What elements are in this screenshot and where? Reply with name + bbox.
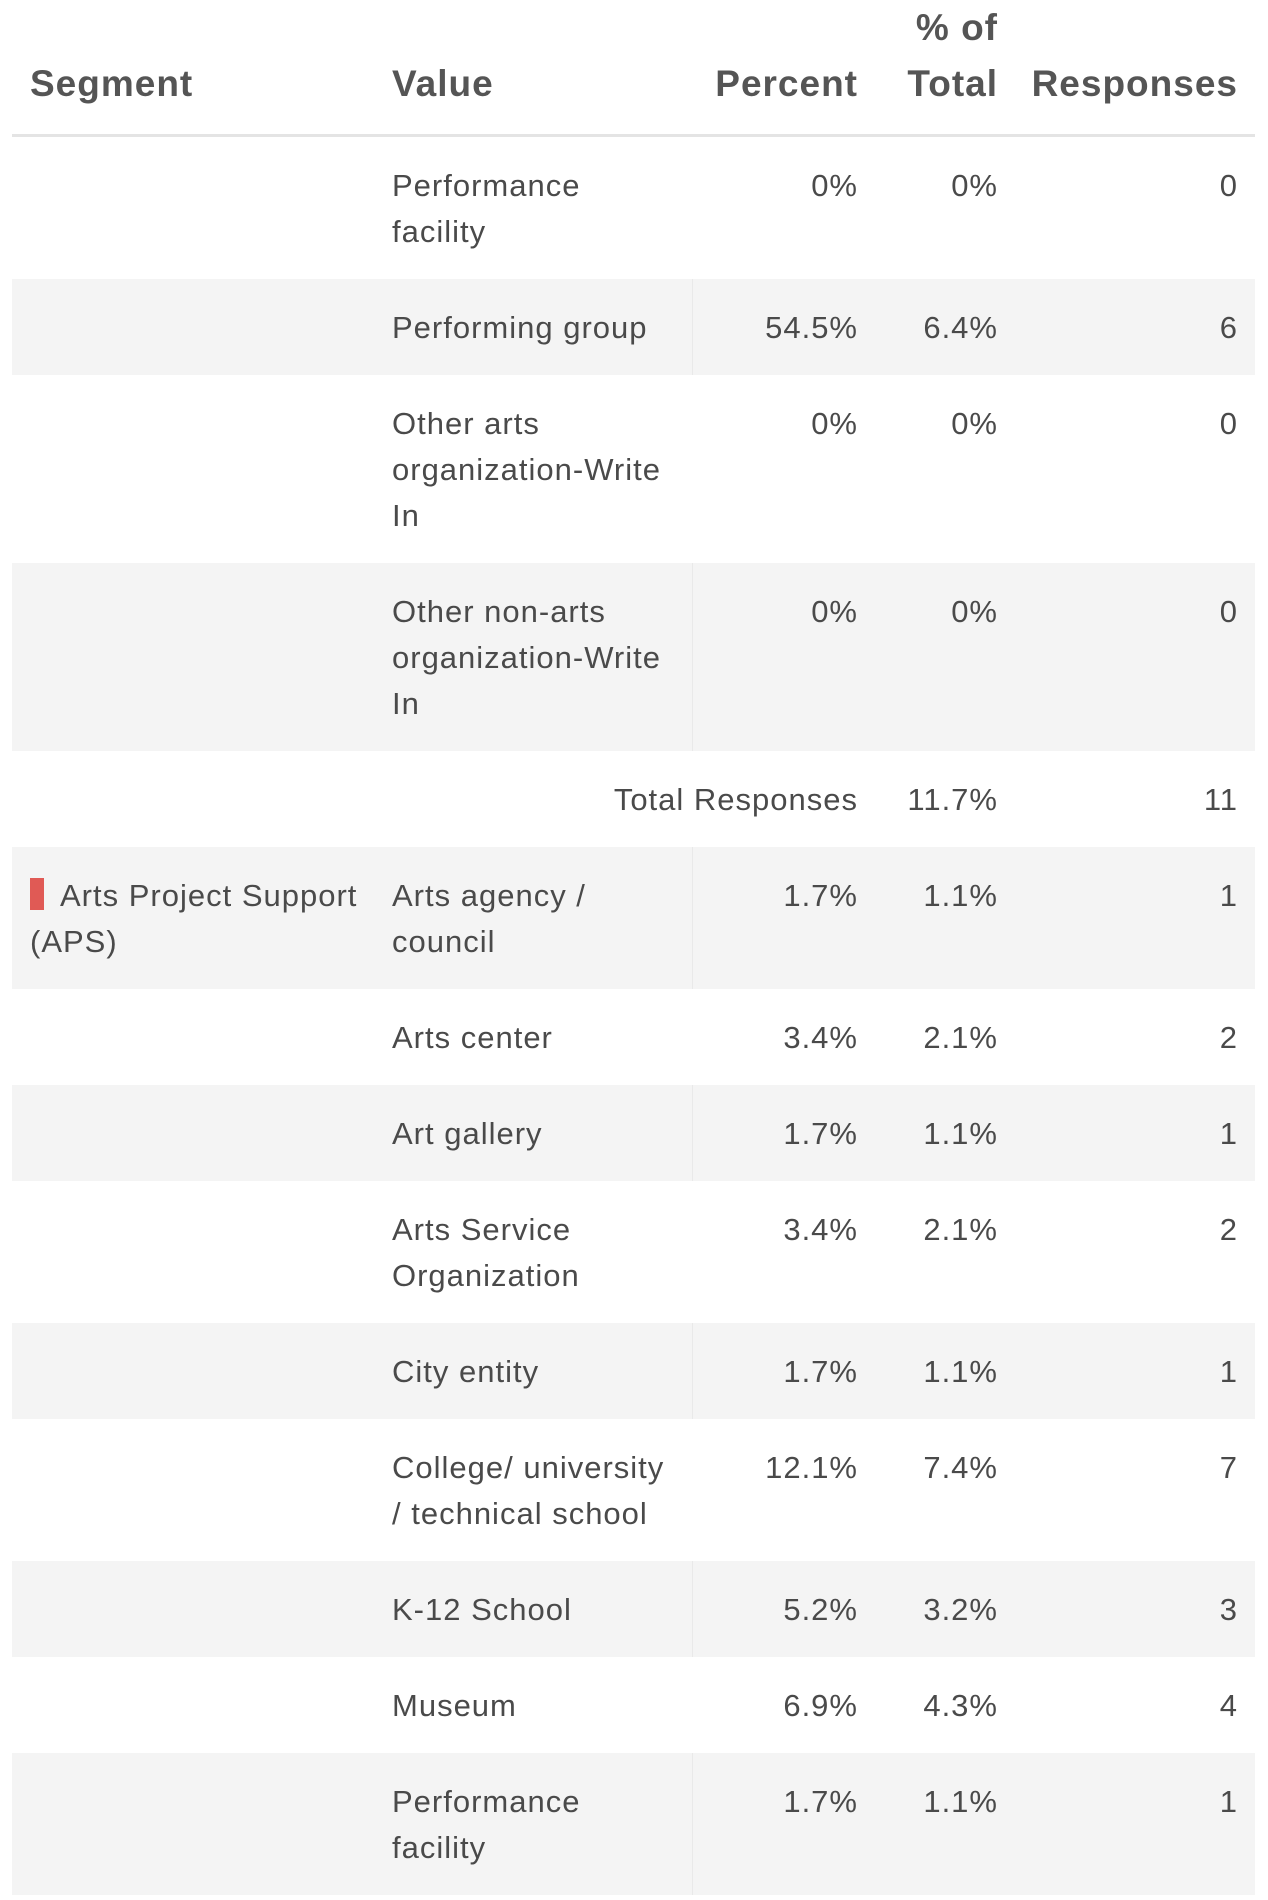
table-row: K-12 School 5.2% 3.2% 3 <box>12 1561 1255 1657</box>
header-cell: Value <box>380 0 692 137</box>
value-cell: Arts Service Organization <box>392 1212 580 1293</box>
pct-total-cell: 0% <box>870 563 1010 751</box>
responses-cell: 4 <box>1219 1688 1238 1723</box>
responses-cell: 1 <box>1010 1085 1255 1181</box>
responses-cell: 0 <box>1219 406 1238 441</box>
header-cell: Responses <box>1010 0 1255 137</box>
table-row: Total Responses 11.7% 11 <box>12 751 1255 847</box>
value-cell: Arts agency / council <box>380 847 692 989</box>
percent-cell: 0% <box>811 168 858 203</box>
segment-cell <box>12 1657 380 1753</box>
pct-total-cell: 4.3% <box>923 1688 998 1723</box>
responses-cell: 0 <box>1010 563 1255 751</box>
value-cell: College/ university / technical school <box>392 1450 665 1531</box>
percent-cell: 3.4% <box>783 1212 858 1247</box>
percent-cell: 5.2% <box>691 1561 870 1657</box>
table-header: Segment Value Percent % of Total Respons… <box>12 0 1255 137</box>
segment-cell <box>12 1753 380 1895</box>
responses-cell: 2 <box>1219 1212 1238 1247</box>
responses-cell: 3 <box>1010 1561 1255 1657</box>
table-row: City entity 1.7% 1.1% 1 <box>12 1323 1255 1419</box>
pct-total-cell: 6.4% <box>870 279 1010 375</box>
percent-cell: 6.9% <box>783 1688 858 1723</box>
results-table: Segment Value Percent % of Total Respons… <box>12 0 1255 1895</box>
percent-cell: 1.7% <box>691 1085 870 1181</box>
value-cell: Performance facility <box>392 168 581 249</box>
segment-marker <box>30 878 44 910</box>
table-row: Performance facility 1.7% 1.1% 1 <box>12 1753 1255 1895</box>
table-row: Arts center 3.4% 2.1% 2 <box>12 989 1255 1085</box>
percent-cell: 1.7% <box>691 1753 870 1895</box>
segment-cell <box>12 751 380 847</box>
header-cell: % of Total <box>870 0 1010 137</box>
responses-cell: 6 <box>1010 279 1255 375</box>
value-cell: Other arts organization-Write In <box>392 406 661 533</box>
pct-total-cell: 1.1% <box>870 1085 1010 1181</box>
responses-cell: 11 <box>1203 782 1238 817</box>
table-row: Arts Project Support (APS) Arts agency / … <box>12 847 1255 989</box>
pct-total-cell: 0% <box>951 168 998 203</box>
percent-cell: 12.1% <box>765 1450 858 1485</box>
segment-label: Arts Project Support (APS) <box>30 878 358 959</box>
header-cell: Percent <box>692 0 870 137</box>
segment-cell <box>12 1419 380 1561</box>
segment-cell <box>12 1085 380 1181</box>
percent-cell: 1.7% <box>691 1323 870 1419</box>
table-row: Museum 6.9% 4.3% 4 <box>12 1657 1255 1753</box>
pct-total-cell: 1.1% <box>870 1753 1010 1895</box>
percent-cell: 1.7% <box>691 847 870 989</box>
table-row: Other arts organization-Write In 0% 0% 0 <box>12 375 1255 563</box>
value-cell: Performing group <box>380 279 692 375</box>
segment-cell <box>12 1561 380 1657</box>
table-row: Art gallery 1.7% 1.1% 1 <box>12 1085 1255 1181</box>
value-cell: Museum <box>392 1688 517 1723</box>
responses-cell: 1 <box>1010 1323 1255 1419</box>
pct-total-cell: 11.7% <box>907 782 998 817</box>
value-cell: City entity <box>380 1323 692 1419</box>
pct-total-cell: 7.4% <box>923 1450 998 1485</box>
percent-cell: 0% <box>811 406 858 441</box>
table-row: Arts Service Organization 3.4% 2.1% 2 <box>12 1181 1255 1323</box>
value-cell: K-12 School <box>380 1561 692 1657</box>
value-cell: Other non-arts organization-Write In <box>380 563 692 751</box>
responses-cell: 1 <box>1010 1753 1255 1895</box>
table-row: College/ university / technical school 12… <box>12 1419 1255 1561</box>
pct-total-cell: 1.1% <box>870 847 1010 989</box>
table-row: Performing group 54.5% 6.4% 6 <box>12 279 1255 375</box>
segment-cell: Arts Project Support (APS) <box>12 847 380 989</box>
pct-total-cell: 2.1% <box>923 1212 998 1247</box>
pct-total-cell: 2.1% <box>923 1020 998 1055</box>
total-label: Total Responses <box>613 782 858 817</box>
segment-cell <box>12 375 380 563</box>
value-cell: Art gallery <box>380 1085 692 1181</box>
responses-cell: 2 <box>1219 1020 1238 1055</box>
responses-cell: 1 <box>1010 847 1255 989</box>
table-row: Other non-arts organization-Write In 0% 0%… <box>12 563 1255 751</box>
segment-cell <box>12 989 380 1085</box>
percent-cell: 0% <box>691 563 870 751</box>
table-body: Performance facility 0% 0% 0 Performing grou… <box>12 136 1255 1895</box>
segment-cell <box>12 136 380 280</box>
value-cell: Arts center <box>392 1020 553 1055</box>
pct-total-cell: 0% <box>951 406 998 441</box>
pct-total-cell: 3.2% <box>870 1561 1010 1657</box>
table-row: Performance facility 0% 0% 0 <box>12 136 1255 280</box>
segment-cell <box>12 1323 380 1419</box>
percent-cell: 3.4% <box>783 1020 858 1055</box>
responses-cell: 7 <box>1219 1450 1238 1485</box>
responses-cell: 0 <box>1219 168 1238 203</box>
percent-cell: 54.5% <box>691 279 870 375</box>
header-cell: Segment <box>12 0 380 137</box>
pct-total-cell: 1.1% <box>870 1323 1010 1419</box>
value-cell: Performance facility <box>380 1753 692 1895</box>
header-row: Segment Value Percent % of Total Respons… <box>12 0 1255 137</box>
segment-cell <box>12 279 380 375</box>
segment-cell <box>12 563 380 751</box>
segment-cell <box>12 1181 380 1323</box>
